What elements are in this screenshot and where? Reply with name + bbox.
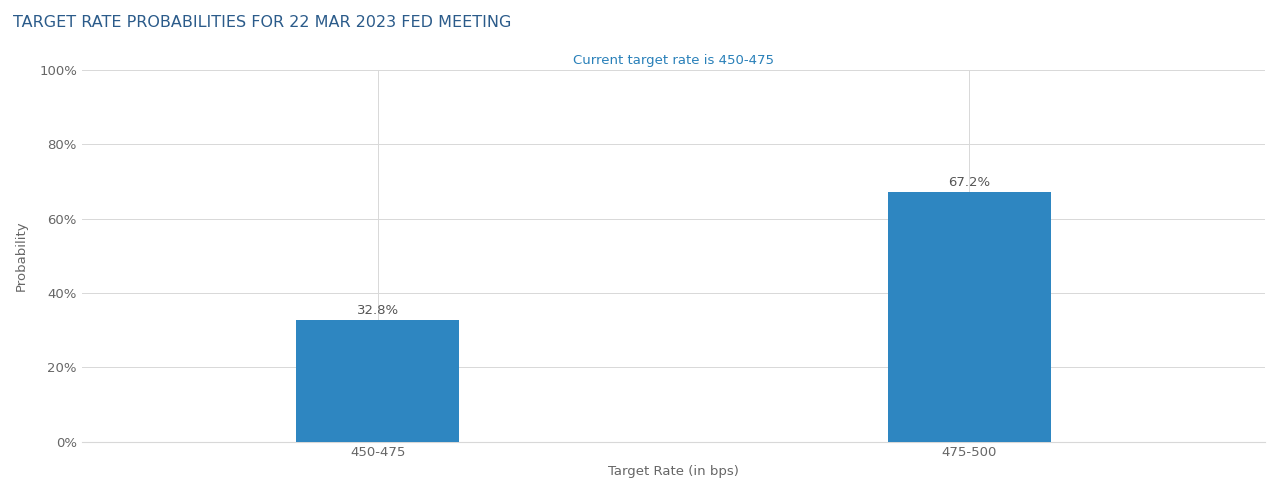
Bar	[888, 192, 1051, 442]
Text: 32.8%: 32.8%	[357, 304, 398, 317]
X-axis label: Target Rate (in bps): Target Rate (in bps)	[608, 465, 739, 478]
Text: TARGET RATE PROBABILITIES FOR 22 MAR 2023 FED MEETING: TARGET RATE PROBABILITIES FOR 22 MAR 202…	[13, 15, 511, 30]
Bar	[296, 319, 460, 442]
Title: Current target rate is 450-475: Current target rate is 450-475	[573, 54, 774, 68]
Text: 67.2%: 67.2%	[948, 176, 991, 189]
Y-axis label: Probability: Probability	[15, 220, 28, 291]
